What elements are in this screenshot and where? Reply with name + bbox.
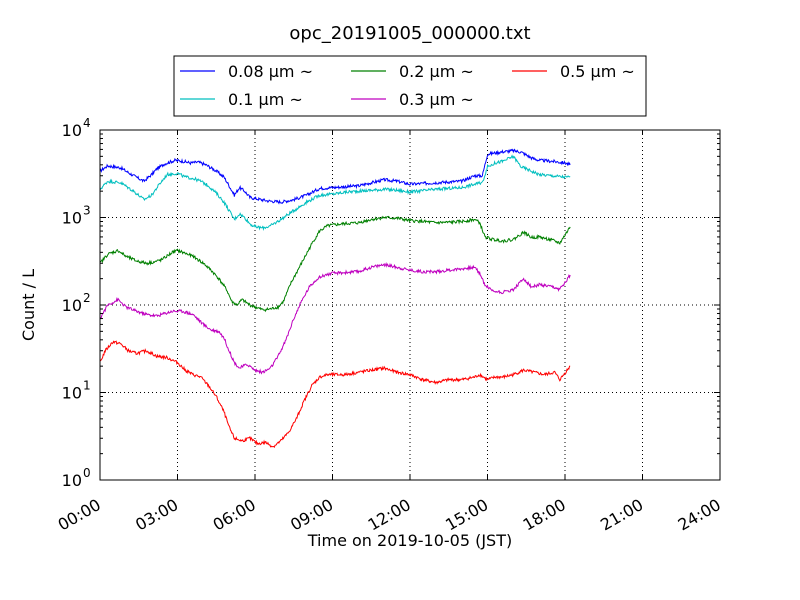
legend-item: 0.1 μm ~ bbox=[180, 90, 303, 109]
y-tick-label: 10 1 bbox=[62, 379, 91, 403]
y-axis-label: Count / L bbox=[19, 269, 38, 341]
y-tick-label: 10 0 bbox=[62, 466, 91, 490]
y-tick-label-exponent: 4 bbox=[83, 116, 91, 130]
legend-item: 0.2 μm ~ bbox=[351, 62, 474, 81]
series-line bbox=[100, 148, 571, 205]
legend-item: 0.08 μm ~ bbox=[180, 62, 313, 81]
legend-items: 0.08 μm ~ 0.1 μm ~ 0.2 μm ~ 0.3 μm ~ 0.5 μm … bbox=[180, 62, 635, 109]
series-line bbox=[100, 154, 571, 232]
legend-item: 0.3 μm ~ bbox=[351, 90, 474, 109]
y-tick-label-base: 10 bbox=[62, 121, 82, 140]
legend-label: 0.5 μm ~ bbox=[560, 62, 635, 81]
y-tick-label-base: 10 bbox=[62, 296, 82, 315]
y-tick-label: 10 4 bbox=[62, 116, 91, 140]
y-tick-label-exponent: 0 bbox=[83, 466, 91, 480]
y-tick-label-exponent: 3 bbox=[83, 204, 91, 218]
y-tick-label-exponent: 1 bbox=[83, 379, 91, 393]
grid bbox=[100, 130, 720, 480]
y-tick-label: 10 3 bbox=[62, 204, 91, 228]
y-tick-label-base: 10 bbox=[62, 471, 82, 490]
legend-item: 0.5 μm ~ bbox=[512, 62, 635, 81]
y-tick-label-base: 10 bbox=[62, 384, 82, 403]
legend-label: 0.08 μm ~ bbox=[228, 62, 313, 81]
series-line bbox=[100, 215, 571, 313]
chart-title: opc_20191005_000000.txt bbox=[289, 23, 530, 44]
legend-label: 0.2 μm ~ bbox=[399, 62, 474, 81]
legend-frame bbox=[173, 55, 647, 117]
y-tick-label: 10 2 bbox=[62, 291, 91, 315]
legend-label: 0.1 μm ~ bbox=[228, 90, 303, 109]
ticks bbox=[99, 129, 721, 481]
y-tick-label-exponent: 2 bbox=[83, 291, 91, 305]
legend-label: 0.3 μm ~ bbox=[399, 90, 474, 109]
legend: 0.08 μm ~ 0.1 μm ~ 0.2 μm ~ 0.3 μm ~ 0.5 μm … bbox=[173, 55, 647, 117]
y-tick-label-base: 10 bbox=[62, 209, 82, 228]
series-layer bbox=[100, 148, 571, 448]
series-line bbox=[100, 340, 571, 448]
x-axis-label: Time on 2019-10-05 (JST) bbox=[307, 531, 512, 550]
series-line bbox=[100, 261, 571, 375]
